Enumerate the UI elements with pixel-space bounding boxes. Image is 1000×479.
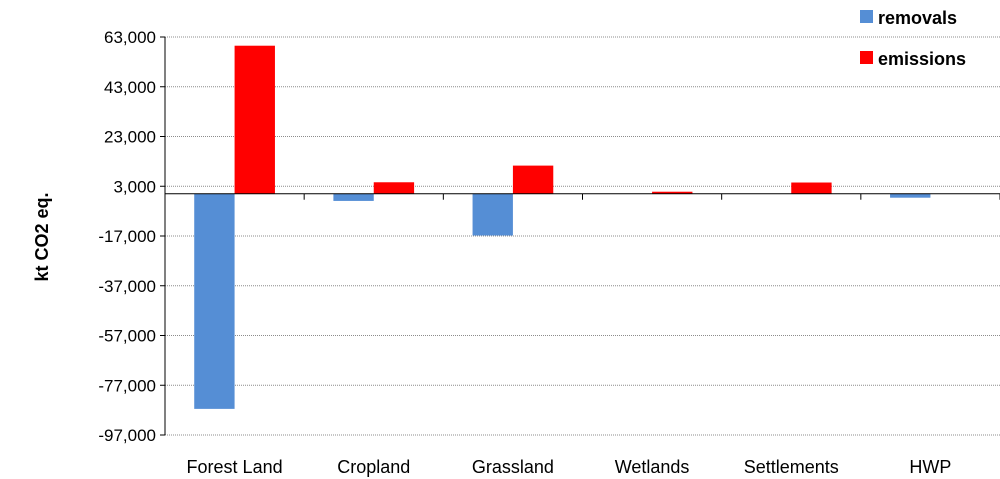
emissions-bar	[373, 182, 415, 194]
x-tick-labels: Forest Land Cropland Grassland Wetlands Sett…	[187, 457, 952, 477]
y-tick-labels: 63,000 43,000 23,000 3,000 -17,000 -37,000 -57…	[98, 28, 165, 445]
legend-swatch-removals	[860, 10, 873, 23]
legend-swatch-emissions	[860, 51, 873, 64]
y-tick-label: 63,000	[104, 28, 156, 47]
x-tick-label: Grassland	[472, 457, 554, 477]
x-tick-label: Forest Land	[187, 457, 283, 477]
y-tick-label: 3,000	[113, 177, 156, 196]
x-tick-label: Wetlands	[615, 457, 690, 477]
y-axis-label: kt CO2 eq.	[32, 192, 52, 281]
emissions-bar	[234, 45, 275, 194]
bars	[194, 45, 931, 409]
y-tick-label: 23,000	[104, 128, 156, 147]
grid-lines	[165, 36, 1000, 436]
emissions-bar	[791, 182, 832, 194]
legend-label-emissions: emissions	[878, 49, 966, 69]
y-tick-label: -57,000	[98, 327, 156, 346]
legend-label-removals: removals	[878, 8, 957, 28]
removals-bar	[194, 193, 235, 409]
removals-bar	[472, 193, 513, 236]
emissions-bar	[512, 165, 554, 194]
y-tick-label: -37,000	[98, 277, 156, 296]
removals-bar	[890, 193, 931, 198]
y-tick-label: -77,000	[98, 376, 156, 395]
y-tick-label: -97,000	[98, 426, 156, 445]
x-tick-label: HWP	[909, 457, 951, 477]
x-tick-label: Cropland	[337, 457, 410, 477]
x-tick-label: Settlements	[744, 457, 839, 477]
removals-bar	[333, 193, 374, 201]
legend: removals emissions	[860, 8, 966, 69]
axes	[164, 37, 1000, 435]
y-tick-label: 43,000	[104, 78, 156, 97]
emissions-bar	[652, 191, 693, 194]
y-tick-label: -17,000	[98, 227, 156, 246]
